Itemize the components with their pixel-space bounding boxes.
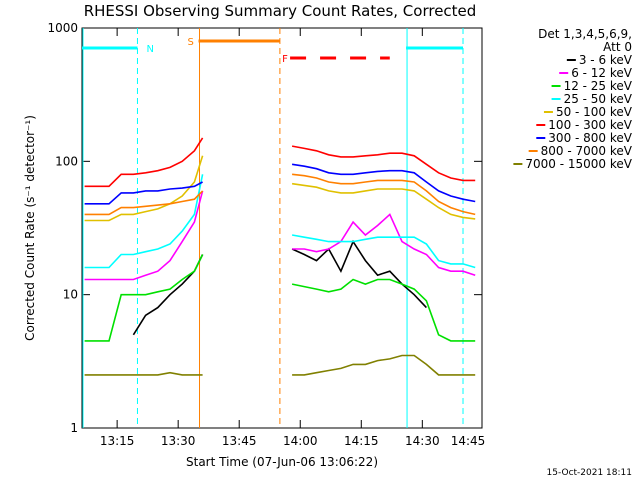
- x-tick-label: 14:15: [344, 434, 379, 448]
- legend-label: 6 - 12 keV: [571, 66, 633, 80]
- interval-label: S: [188, 37, 194, 48]
- y-tick-label: 100: [55, 154, 78, 168]
- series-line: [84, 354, 476, 376]
- legend-label: 3 - 6 keV: [579, 53, 633, 67]
- x-tick-label: 14:30: [405, 434, 440, 448]
- legend-label: 100 - 300 keV: [548, 118, 632, 132]
- series-line: [84, 163, 476, 205]
- x-axis-label: Start Time (07-Jun-06 13:06:22): [186, 455, 378, 469]
- series-line: [84, 173, 476, 216]
- interval-label: N: [146, 44, 153, 55]
- x-tick-label: 14:00: [283, 434, 318, 448]
- legend-title: Det 1,3,4,5,6,9,: [538, 27, 632, 41]
- y-tick-label: 10: [63, 288, 78, 302]
- series-line: [84, 137, 476, 188]
- series-line: [84, 174, 476, 269]
- x-tick-label: 13:30: [161, 434, 196, 448]
- legend-label: 300 - 800 keV: [548, 131, 632, 145]
- y-axis-label: Corrected Count Rate (s⁻¹ detector⁻¹): [23, 115, 37, 341]
- legend-label: 7000 - 15000 keV: [525, 157, 632, 171]
- series-line: [84, 155, 476, 222]
- x-tick-label: 13:45: [222, 434, 257, 448]
- y-tick-label: 1: [70, 421, 78, 435]
- x-tick-label: 14:45: [451, 434, 486, 448]
- series-line: [84, 190, 476, 281]
- footer: 15-Oct-2021 18:11: [547, 468, 632, 478]
- x-tick-label: 13:15: [100, 434, 135, 448]
- plot-frame: [81, 27, 483, 429]
- legend-title: Att 0: [603, 40, 632, 54]
- series-line: [84, 254, 476, 342]
- legend-label: 25 - 50 keV: [564, 92, 633, 106]
- interval-label: F: [282, 54, 288, 65]
- legend-label: 12 - 25 keV: [564, 79, 633, 93]
- legend-label: 800 - 7000 keV: [541, 144, 633, 158]
- chart-title: RHESSI Observing Summary Count Rates, Co…: [84, 2, 477, 20]
- legend-label: 50 - 100 keV: [556, 105, 633, 119]
- y-tick-label: 1000: [47, 21, 78, 35]
